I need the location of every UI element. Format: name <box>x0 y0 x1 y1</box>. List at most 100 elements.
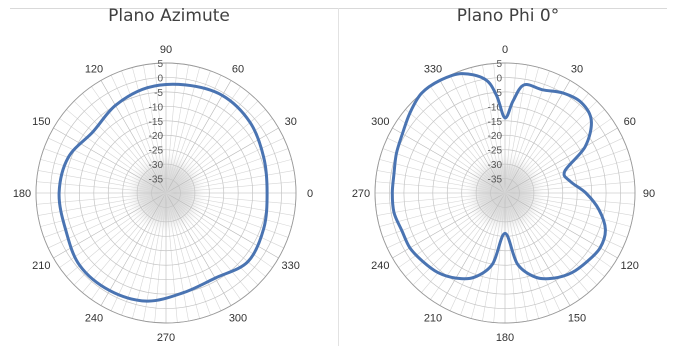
radial-gridline <box>471 192 506 319</box>
radial-gridline <box>165 137 284 194</box>
radial-gridline <box>504 118 612 194</box>
pattern-series-line <box>390 72 607 281</box>
radial-gridline <box>504 192 580 300</box>
pattern-series-line <box>57 82 269 303</box>
angle-tick-label: 330 <box>424 63 442 75</box>
radial-gridline <box>471 67 506 194</box>
ring-gridline <box>432 120 578 266</box>
angle-tick-label: 180 <box>13 188 31 200</box>
radial-gridline <box>504 109 605 194</box>
radial-gridline <box>165 192 259 286</box>
radial-gridline <box>504 192 598 286</box>
angle-tick-label: 270 <box>352 188 370 200</box>
outer-ring <box>35 62 297 324</box>
radial-gridline <box>100 192 167 306</box>
radial-tick-label: -25 <box>149 146 164 157</box>
ring-gridline <box>389 77 621 309</box>
radial-tick-label: -10 <box>488 102 503 113</box>
radial-gridline <box>379 192 506 227</box>
radial-gridline <box>165 80 232 194</box>
radial-gridline <box>504 192 539 319</box>
radial-gridline <box>165 192 296 205</box>
angle-tick-label: 150 <box>32 116 50 128</box>
ring-gridline <box>151 178 181 208</box>
ring-gridline <box>136 163 196 223</box>
ring-gridline <box>461 149 549 237</box>
angle-tick-label: 90 <box>643 188 655 200</box>
radial-gridline <box>504 159 631 194</box>
polar-chart-azimute: 5 0 -5 -10 -15 -20 -25 -30 -35 0 30 60 90 120 150 180 21… <box>13 44 313 344</box>
radial-tick-label: -5 <box>154 88 163 99</box>
radial-gridline <box>504 192 634 216</box>
radial-gridline <box>421 192 506 293</box>
angle-tick-label: 300 <box>371 116 389 128</box>
radial-gridline <box>504 127 618 194</box>
radial-gridline <box>73 192 167 286</box>
radial-gridline <box>40 159 167 194</box>
radial-gridline <box>482 192 506 322</box>
radial-gridline <box>165 192 250 293</box>
panel-divider <box>338 8 339 346</box>
radial-gridline <box>165 127 279 194</box>
radial-gridline <box>110 192 167 311</box>
radial-gridline <box>504 137 623 194</box>
radial-gridline <box>504 86 580 194</box>
radial-gridline <box>165 86 241 194</box>
outer-ring <box>374 62 636 324</box>
radial-gridline <box>37 192 167 216</box>
radial-tick-label: -25 <box>488 146 503 157</box>
chart-title: Plano Azimute <box>108 6 230 26</box>
radial-gridline <box>165 192 273 268</box>
radial-gridline <box>165 192 211 316</box>
radial-gridline <box>165 67 200 194</box>
ring-gridline <box>78 105 254 281</box>
radial-tick-label: -30 <box>488 160 503 171</box>
ring-gridline <box>122 149 210 237</box>
radial-gridline <box>165 192 279 259</box>
top-rule <box>339 8 667 9</box>
radial-gridline <box>504 192 561 311</box>
radial-gridline <box>504 93 589 194</box>
angle-tick-label: 210 <box>32 260 50 272</box>
radial-gridline <box>165 192 178 323</box>
ring-gridline <box>403 91 607 295</box>
radial-gridline <box>504 192 589 293</box>
angle-tick-label: 30 <box>285 116 297 128</box>
radial-tick-label: -15 <box>488 117 503 128</box>
radial-gridline <box>165 192 284 249</box>
radial-gridline <box>412 100 506 194</box>
radial-gridline <box>82 192 167 293</box>
radial-tick-label: -30 <box>149 160 164 171</box>
radial-gridline <box>392 127 506 194</box>
radial-gridline <box>66 109 167 194</box>
radial-tick-label: -5 <box>493 88 502 99</box>
radial-gridline <box>165 181 296 194</box>
radial-gridline <box>121 70 167 194</box>
radial-gridline <box>59 118 167 194</box>
radial-gridline <box>165 192 289 238</box>
radial-gridline <box>165 192 189 322</box>
radial-gridline <box>482 64 506 194</box>
radial-gridline <box>110 75 167 194</box>
radial-gridline <box>504 192 528 322</box>
ring-gridline <box>50 77 282 309</box>
radial-gridline <box>379 159 506 194</box>
radial-tick-label: 0 <box>157 73 163 84</box>
radial-tick-label: 5 <box>496 59 502 70</box>
radial-gridline <box>504 80 571 194</box>
radial-gridline <box>460 192 506 316</box>
radial-gridline <box>439 80 506 194</box>
radial-gridline <box>504 192 635 205</box>
angle-tick-label: 60 <box>232 63 244 75</box>
radial-gridline <box>376 170 506 194</box>
radial-gridline <box>165 170 295 194</box>
radial-gridline <box>504 181 635 194</box>
radial-gridline <box>48 137 167 194</box>
ring-gridline <box>417 105 593 281</box>
angle-tick-label: 150 <box>568 313 586 325</box>
radial-gridline <box>504 192 550 316</box>
radial-gridline <box>493 63 506 194</box>
ring-gridline <box>490 178 520 208</box>
radial-gridline <box>430 192 506 300</box>
radial-gridline <box>165 192 200 319</box>
